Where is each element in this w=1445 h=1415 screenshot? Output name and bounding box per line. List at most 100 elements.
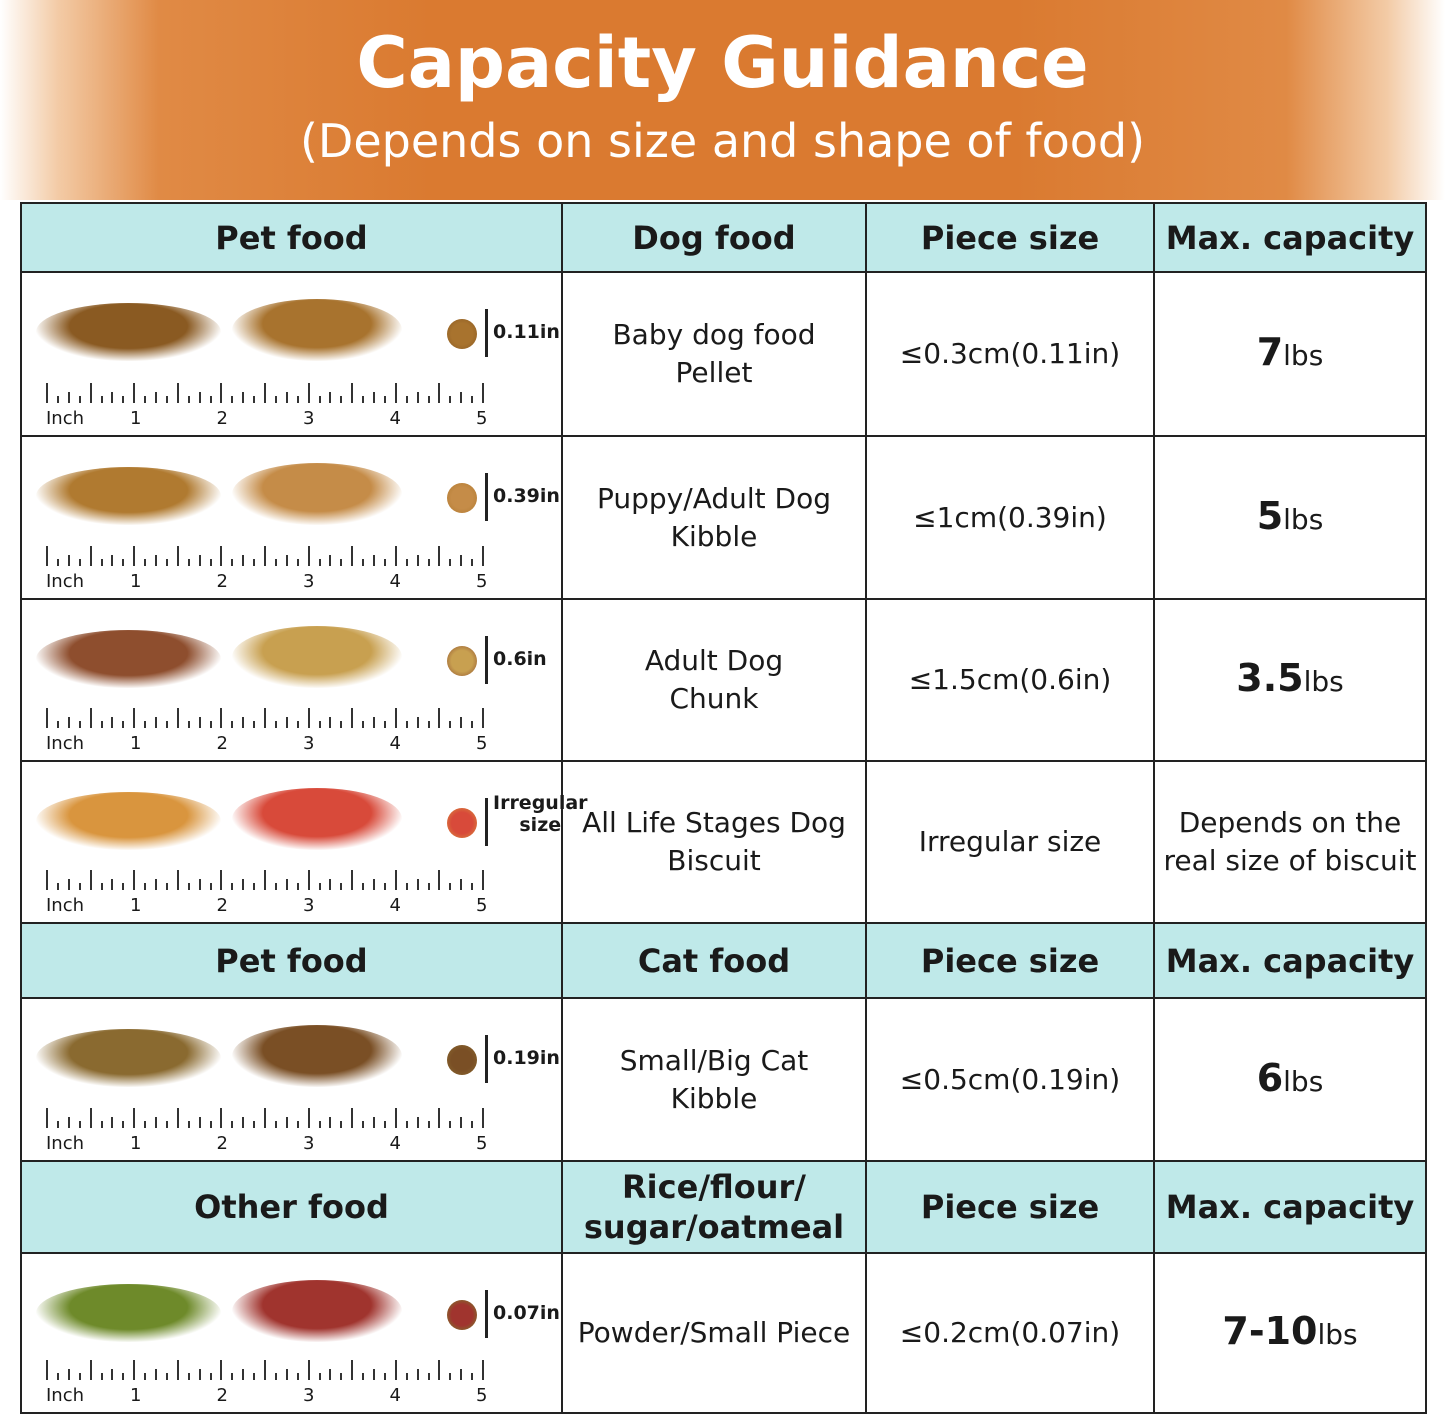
ruler-number: 4 xyxy=(389,733,401,754)
ruler-number: 1 xyxy=(130,733,142,754)
ruler-tick xyxy=(383,721,386,728)
ruler-tick xyxy=(318,721,321,728)
ruler-tick xyxy=(383,559,386,566)
ruler-number: 4 xyxy=(389,895,401,916)
ruler-tick xyxy=(78,883,81,890)
ruler-tick xyxy=(56,721,59,728)
food-piece-image xyxy=(447,319,477,349)
ruler-tick xyxy=(78,559,81,566)
piece-size-label: 0.6in xyxy=(493,648,547,670)
ruler-tick xyxy=(438,546,441,566)
ruler-tick xyxy=(176,383,179,403)
ruler-number: 2 xyxy=(216,895,228,916)
ruler-number: 3 xyxy=(303,733,315,754)
ruler-tick xyxy=(155,717,157,728)
ruler-tick xyxy=(394,870,397,890)
ruler-tick xyxy=(46,870,48,890)
piece-size-cell: ≤0.5cm(0.19in) xyxy=(865,997,1155,1162)
ruler-tick xyxy=(78,1121,81,1128)
food-pile-image xyxy=(36,303,221,361)
ruler-tick xyxy=(133,708,136,728)
ruler-number: 5 xyxy=(476,571,488,592)
ruler-tick xyxy=(187,1121,190,1128)
max-capacity-cell: 7-10lbs xyxy=(1153,1252,1427,1414)
inch-ruler: Inch 1 2 3 4 5 xyxy=(46,1350,487,1410)
size-indicator-icon xyxy=(485,636,488,684)
ruler-tick xyxy=(405,721,408,728)
ruler-number: 5 xyxy=(476,1133,488,1154)
ruler-tick xyxy=(253,1121,256,1128)
piece-size-label: 0.07in xyxy=(493,1302,560,1324)
ruler-unit-label: Inch xyxy=(46,895,85,916)
ruler-tick xyxy=(351,546,354,566)
ruler-tick xyxy=(220,383,223,403)
ruler-tick xyxy=(285,879,288,890)
ruler-tick xyxy=(373,717,375,728)
ruler-tick xyxy=(394,708,397,728)
ruler-tick xyxy=(405,1373,408,1380)
ruler-tick xyxy=(362,1373,365,1380)
ruler-tick xyxy=(296,721,299,728)
ruler-tick xyxy=(89,708,92,728)
ruler-tick xyxy=(449,1373,452,1380)
ruler-unit-label: Inch xyxy=(46,733,85,754)
ruler-tick xyxy=(46,546,48,566)
capacity-value: 5 xyxy=(1256,493,1284,538)
ruler-tick xyxy=(100,1121,103,1128)
food-image-cell: 0.39in Inch 1 2 3 4 5 xyxy=(20,435,563,600)
ruler-tick xyxy=(144,1373,147,1380)
ruler-number: 3 xyxy=(303,571,315,592)
table-row: 0.19in Inch 1 2 3 4 5 Small/Big Cat Kibble ≤0.5c… xyxy=(20,997,1427,1162)
ruler-tick xyxy=(307,546,310,566)
ruler-tick xyxy=(122,1373,125,1380)
ruler-tick xyxy=(285,555,288,566)
ruler-number: 5 xyxy=(476,408,488,429)
ruler-tick xyxy=(329,717,332,728)
capacity-table: Pet food Dog food Piece size Max. capacity 0… xyxy=(20,202,1427,1414)
ruler-tick xyxy=(253,396,256,403)
ruler-tick xyxy=(373,879,375,890)
max-capacity-cell: 3.5lbs xyxy=(1153,598,1427,762)
ruler-tick xyxy=(438,1360,441,1380)
ruler-tick xyxy=(383,396,386,403)
max-capacity-cell: 5lbs xyxy=(1153,435,1427,600)
ruler-number: 2 xyxy=(216,1133,228,1154)
ruler-tick xyxy=(242,717,245,728)
column-header: Max. capacity xyxy=(1153,922,1427,999)
ruler-unit-label: Inch xyxy=(46,408,85,429)
ruler-tick xyxy=(242,1117,245,1128)
ruler-tick xyxy=(274,883,277,890)
header-row: Other food Rice/flour/ sugar/oatmeal Piece… xyxy=(20,1160,1427,1254)
ruler-tick xyxy=(285,1369,288,1380)
ruler-tick xyxy=(351,1108,354,1128)
ruler-tick xyxy=(307,708,310,728)
piece-size-cell: ≤0.3cm(0.11in) xyxy=(865,271,1155,437)
ruler-tick xyxy=(111,1117,114,1128)
ruler-tick xyxy=(373,392,375,403)
ruler-tick xyxy=(122,1121,125,1128)
ruler-tick xyxy=(220,708,223,728)
ruler-tick xyxy=(394,383,397,403)
food-pile-image xyxy=(232,1280,402,1342)
food-pile-image xyxy=(232,463,402,525)
ruler-number: 2 xyxy=(216,733,228,754)
ruler-number: 4 xyxy=(389,1385,401,1406)
ruler-tick xyxy=(416,717,419,728)
ruler-tick xyxy=(460,1117,463,1128)
ruler-tick xyxy=(362,883,365,890)
food-piece-image xyxy=(447,808,477,838)
size-indicator-icon xyxy=(485,1035,488,1083)
ruler-tick xyxy=(89,383,92,403)
capacity-unit: lbs xyxy=(1303,665,1344,698)
ruler-tick xyxy=(285,717,288,728)
ruler-tick xyxy=(67,1369,70,1380)
ruler-tick xyxy=(198,555,201,566)
ruler-tick xyxy=(78,1373,81,1380)
ruler-tick xyxy=(460,717,463,728)
ruler-tick xyxy=(460,392,463,403)
ruler-tick xyxy=(416,392,419,403)
ruler-tick xyxy=(100,396,103,403)
food-pile-image xyxy=(232,626,402,688)
ruler-tick xyxy=(144,721,147,728)
ruler-tick xyxy=(482,1360,484,1380)
